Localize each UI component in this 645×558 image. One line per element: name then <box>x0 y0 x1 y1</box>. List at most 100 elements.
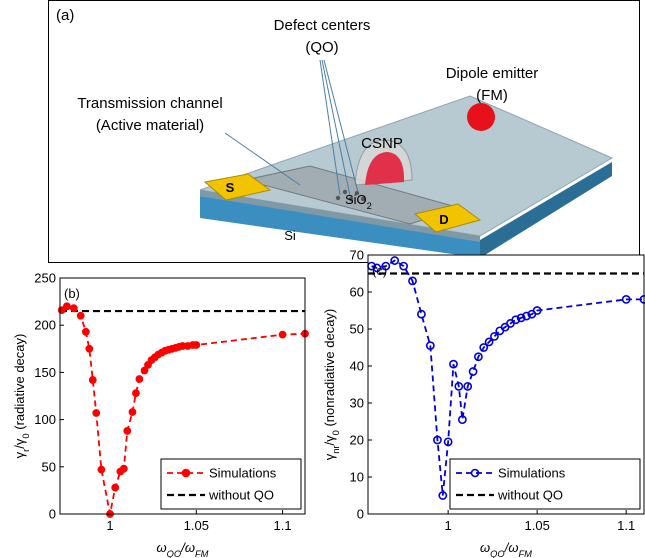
drain-pad <box>413 203 482 233</box>
y-tick-label: 20 <box>350 433 364 448</box>
data-point <box>381 261 391 271</box>
text-segment: QO <box>490 549 505 558</box>
x-tick-label: 1.1 <box>274 518 292 533</box>
y-tick-label: 250 <box>34 271 56 286</box>
text-segment: 0 <box>21 433 31 438</box>
data-point <box>449 359 458 369</box>
data-point <box>621 294 631 304</box>
y-tick-label: 10 <box>350 470 364 485</box>
annotation: Si <box>284 228 296 243</box>
data-point <box>454 381 464 391</box>
data-point <box>390 256 400 265</box>
data-point <box>119 464 128 473</box>
y-tick-label: 0 <box>357 507 364 522</box>
data-point <box>516 313 526 323</box>
data-point <box>473 352 483 362</box>
data-point <box>69 304 78 313</box>
y-tick-label: 50 <box>350 322 364 337</box>
y-axis-label: γnr/γ0 (nonradiative decay) <box>322 309 341 461</box>
annotation: Transmission channel <box>77 95 222 112</box>
data-point <box>132 389 140 398</box>
pointer-lines <box>224 59 359 197</box>
defects <box>335 189 366 202</box>
y-tick-label: 100 <box>34 412 56 427</box>
text-segment: ω <box>480 540 490 555</box>
data-point <box>88 376 97 384</box>
data-point <box>97 465 106 474</box>
data-point <box>468 367 478 376</box>
data-point <box>417 309 426 319</box>
data-point <box>463 381 473 391</box>
data-point <box>192 341 201 349</box>
text-segment: /γ <box>12 438 27 449</box>
text-segment: (nonradiative decay) <box>322 309 337 430</box>
data-point <box>111 483 120 492</box>
data-point <box>372 263 382 273</box>
legend-marker <box>470 468 480 478</box>
y-tick-label: 40 <box>350 359 364 374</box>
text-segment: γ <box>12 451 27 458</box>
y-tick-label: 70 <box>350 248 364 263</box>
data-point <box>81 327 90 336</box>
y-tick-label: 150 <box>34 365 56 380</box>
data-point <box>425 341 435 351</box>
data-point <box>522 311 531 321</box>
data-point <box>438 491 448 500</box>
data-point <box>490 331 499 341</box>
legend-box <box>160 458 302 510</box>
text-segment: FM <box>518 549 532 558</box>
y-axis-label: γr/γ0 (radiative decay) <box>12 334 31 459</box>
legend-marker <box>181 468 191 478</box>
x-tick-label: 1.1 <box>617 518 635 533</box>
dipole-emitter <box>467 103 495 131</box>
legend-label: Simulations <box>209 466 277 481</box>
text-segment: 0 <box>331 430 341 435</box>
data-line <box>371 259 644 496</box>
data-point <box>76 311 85 320</box>
text-segment: QO <box>167 549 182 558</box>
x-axis-label: ωQO/ωFM <box>480 540 532 558</box>
data-point <box>457 415 467 425</box>
annotation: Dipole emitter <box>446 65 539 82</box>
x-tick-label: 1 <box>445 518 452 533</box>
y-tick-label: 0 <box>49 507 56 522</box>
text-segment: (radiative decay) <box>12 334 27 434</box>
csnp-core <box>365 152 405 185</box>
panel-label: (c) <box>372 263 387 278</box>
data-point <box>408 276 417 286</box>
text-segment: ω <box>157 540 167 555</box>
legend-label: Simulations <box>498 466 566 481</box>
text-segment: SiO <box>345 192 367 207</box>
source-pad <box>203 173 272 201</box>
data-point <box>128 408 137 416</box>
x-tick-label: 1 <box>106 518 113 533</box>
data-point <box>63 302 71 311</box>
text-segment: FM <box>195 549 209 558</box>
data-point <box>135 375 144 383</box>
y-tick-label: 200 <box>34 318 56 333</box>
text-segment: 2 <box>367 201 372 211</box>
data-point <box>85 344 94 353</box>
annotation: CSNP <box>361 135 403 152</box>
x-tick-label: 1.05 <box>525 518 550 533</box>
text-segment: /ω <box>180 540 195 555</box>
annotation: Defect centers <box>274 17 371 34</box>
plot-frame <box>59 277 306 515</box>
substrate-side <box>480 162 612 258</box>
text-segment: /ω <box>504 540 519 555</box>
panel-label: (a) <box>56 7 74 24</box>
plot-frame <box>367 254 645 515</box>
pad-label: D <box>439 212 448 227</box>
y-tick-label: 30 <box>350 396 364 411</box>
x-axis-label: ωQO/ωFM <box>157 540 209 558</box>
text-segment: /γ <box>322 435 337 446</box>
data-point <box>92 409 101 417</box>
text-segment: r <box>21 449 31 452</box>
text-segment: nr <box>331 445 341 453</box>
legend-label: without QO <box>497 488 563 503</box>
annotation: SiO2 <box>345 192 372 211</box>
annotation: (QO) <box>305 39 338 56</box>
data-point <box>399 261 409 271</box>
data-point <box>443 437 453 447</box>
